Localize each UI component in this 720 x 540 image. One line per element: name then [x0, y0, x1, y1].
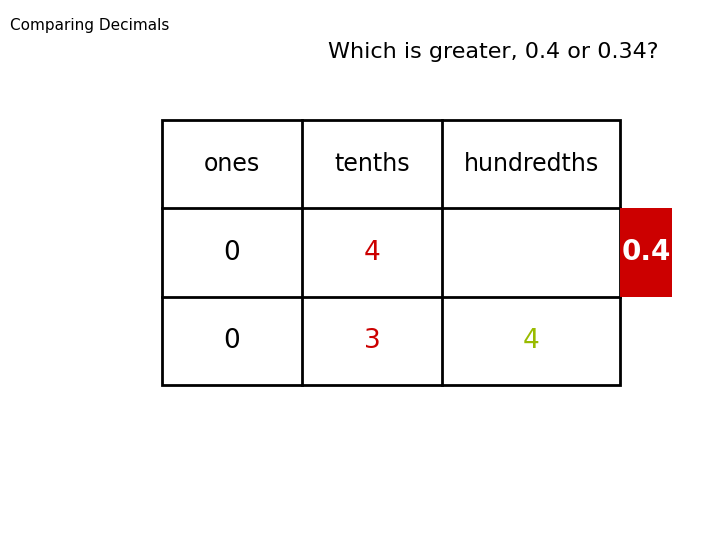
Text: hundredths: hundredths: [464, 152, 598, 176]
Text: 0.4: 0.4: [621, 239, 671, 267]
Text: 4: 4: [523, 328, 539, 354]
Text: Comparing Decimals: Comparing Decimals: [10, 18, 169, 33]
Bar: [620, 208, 672, 296]
Text: 3: 3: [364, 328, 380, 354]
Text: 4: 4: [364, 240, 380, 266]
Text: 0: 0: [224, 240, 240, 266]
Text: 0: 0: [224, 328, 240, 354]
Text: ones: ones: [204, 152, 260, 176]
Text: tenths: tenths: [334, 152, 410, 176]
Bar: [162, 120, 620, 385]
Text: Which is greater, 0.4 or 0.34?: Which is greater, 0.4 or 0.34?: [328, 42, 659, 62]
